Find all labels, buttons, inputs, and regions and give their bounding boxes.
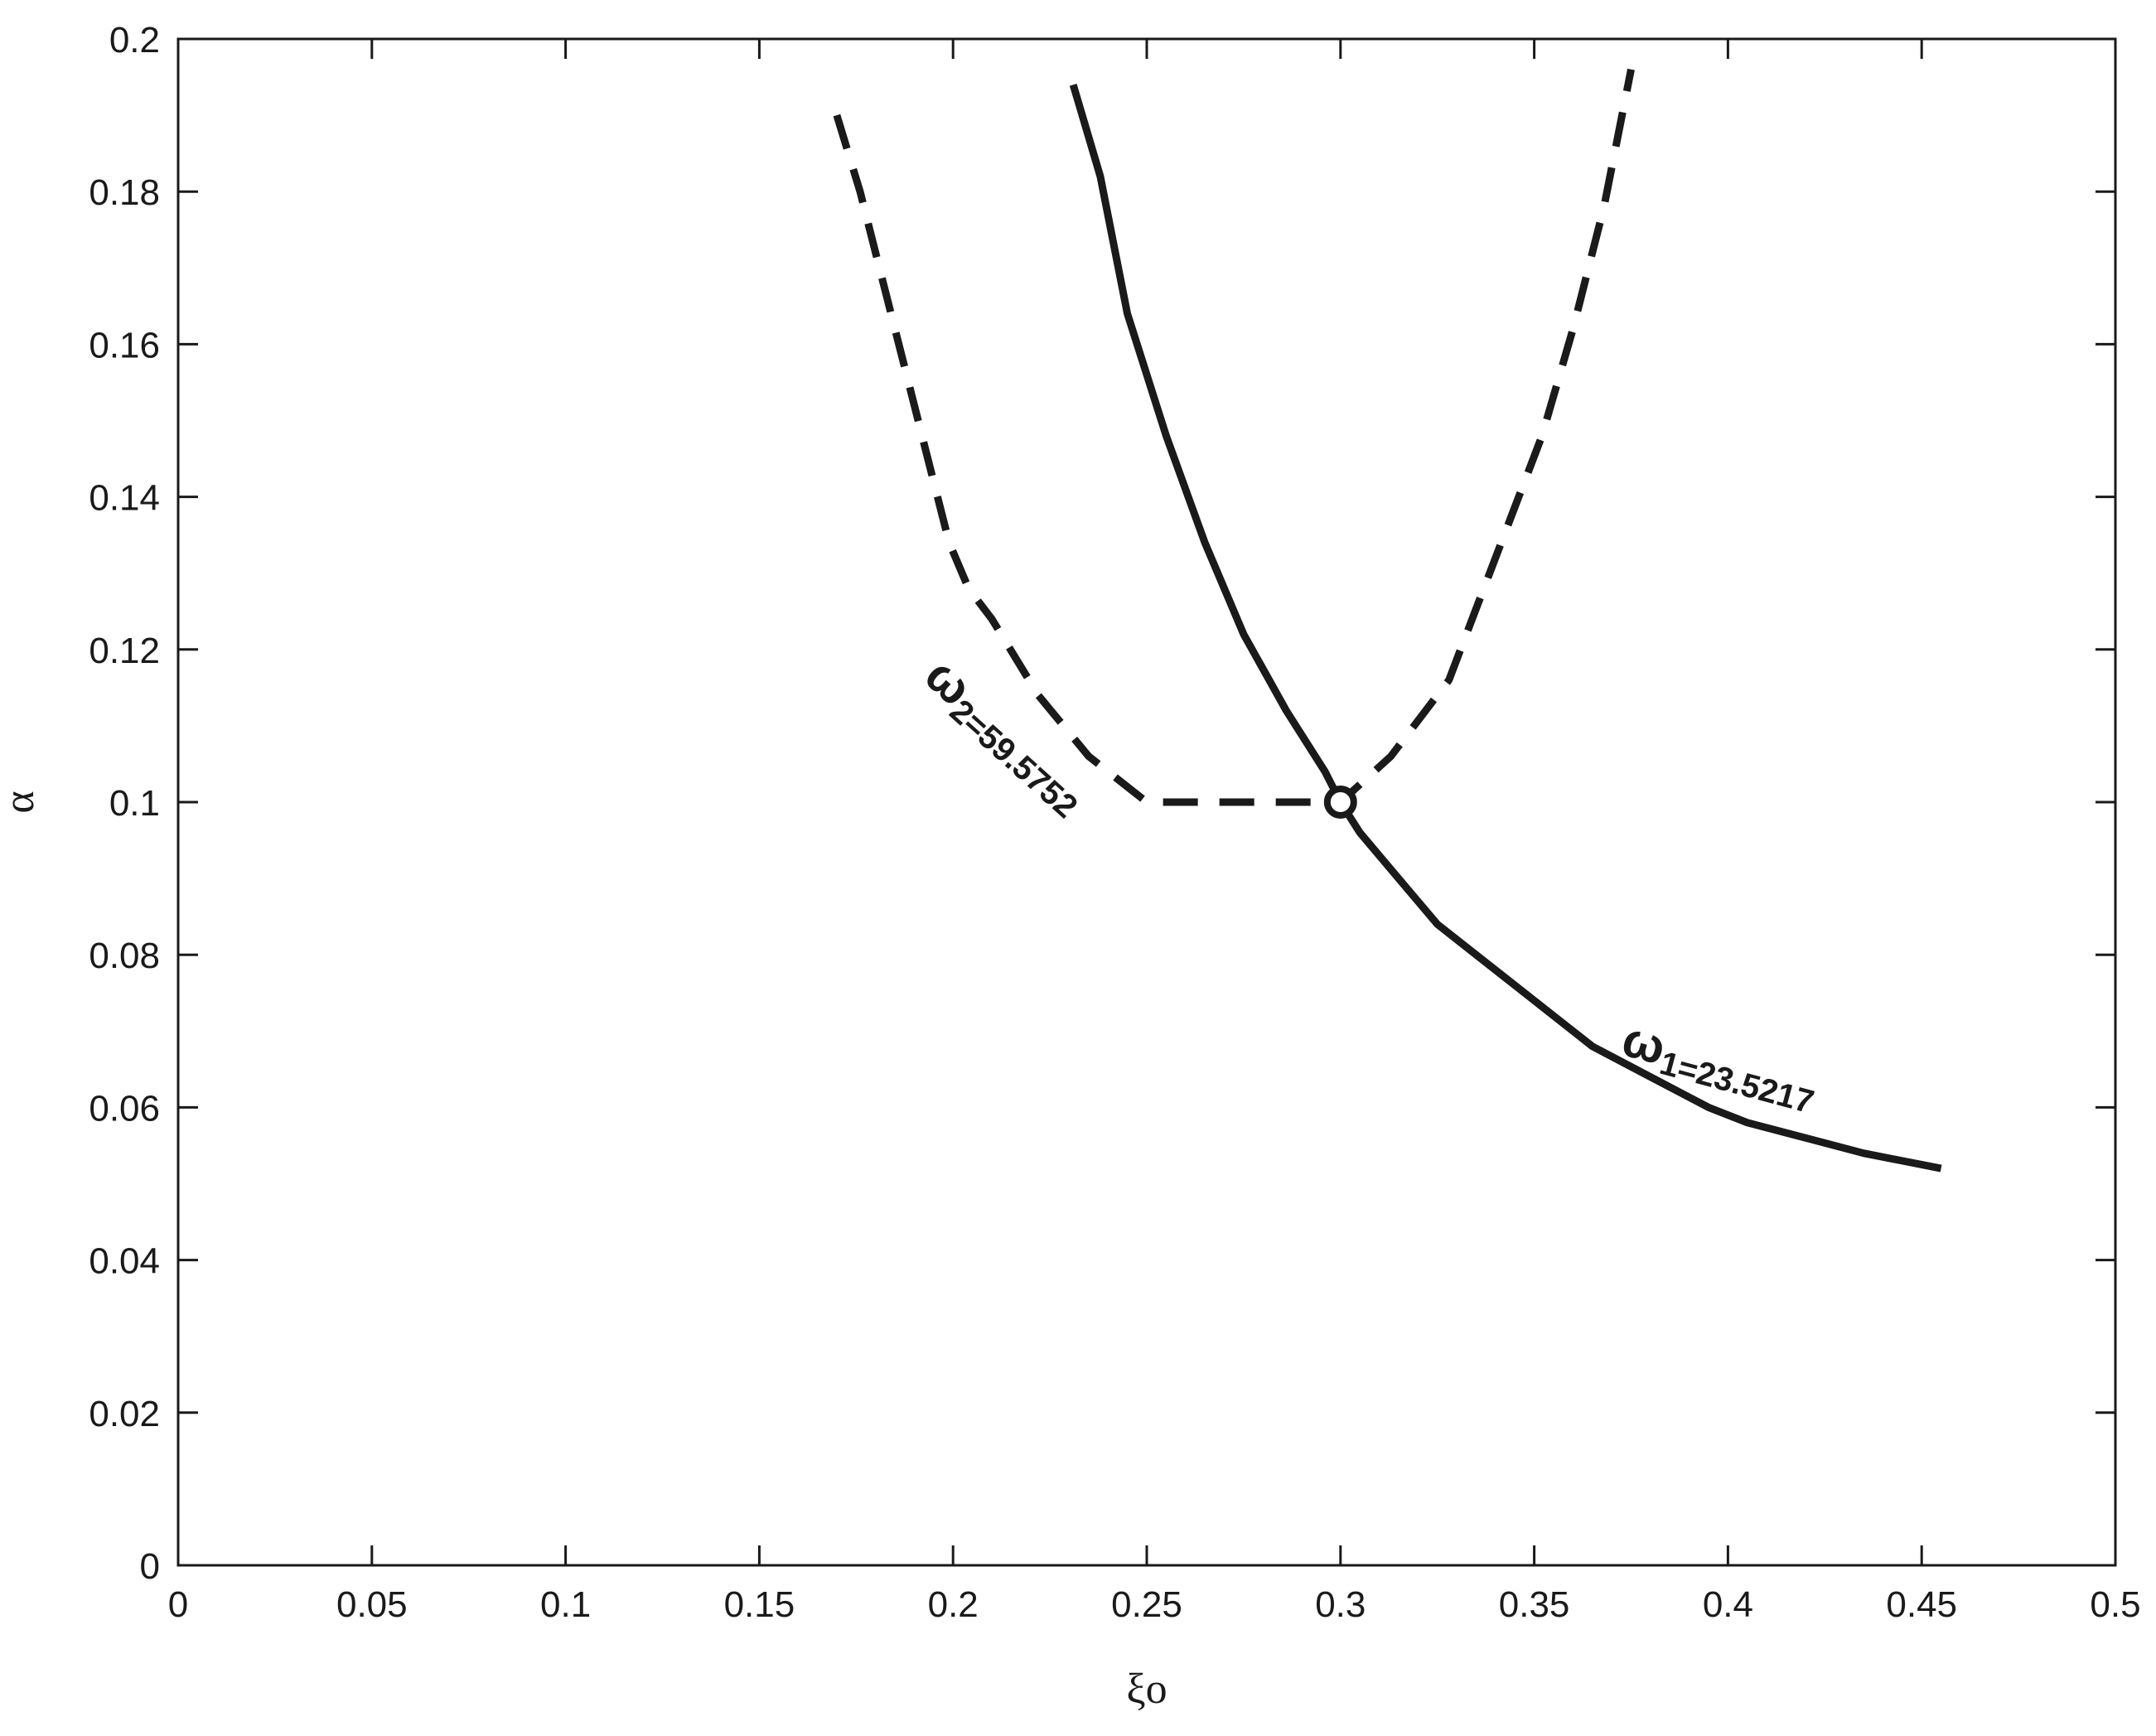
x-tick-label: 0.3 bbox=[1315, 1584, 1366, 1625]
x-tick-label: 0.45 bbox=[1886, 1584, 1957, 1625]
x-tick-label: 0.35 bbox=[1499, 1584, 1570, 1625]
x-axis-ticks: 0 0.05 0.1 0.15 0.2 0.25 0.3 0.35 0.4 0.45 0.5 bbox=[168, 39, 2141, 1625]
x-tick-label: 0 bbox=[168, 1584, 188, 1625]
y-tick-label: 0.14 bbox=[89, 478, 160, 519]
x-tick-label: 0.2 bbox=[928, 1584, 979, 1625]
x-tick-label: 0.15 bbox=[724, 1584, 795, 1625]
x-tick-label: 0.1 bbox=[540, 1584, 591, 1625]
series-group bbox=[833, 68, 1942, 1173]
x-tick-label: 0.25 bbox=[1111, 1584, 1182, 1625]
y-tick-label: 0.12 bbox=[89, 631, 160, 671]
y-tick-label: 0 bbox=[140, 1546, 160, 1587]
intersection-marker bbox=[1323, 786, 1357, 819]
series-line-solid bbox=[1069, 84, 1942, 1173]
y-tick-label: 0.04 bbox=[89, 1241, 160, 1282]
x-tick-label: 0.05 bbox=[336, 1584, 408, 1625]
y-tick-label: 0.06 bbox=[89, 1088, 160, 1129]
series-line-dashed bbox=[833, 68, 1635, 806]
y-axis-label: α bbox=[0, 791, 43, 813]
y-tick-label: 0.08 bbox=[89, 936, 160, 976]
y-tick-label: 0.2 bbox=[109, 20, 160, 60]
y-tick-label: 0.18 bbox=[89, 172, 160, 213]
y-tick-label: 0.16 bbox=[89, 325, 160, 365]
x-axis-label: ξo bbox=[1126, 1666, 1167, 1713]
y-axis-ticks: 0 0.02 0.04 0.06 0.08 0.1 0.12 0.14 0.16 0.18 0.2 bbox=[89, 20, 2115, 1587]
x-tick-label: 0.5 bbox=[2090, 1584, 2140, 1625]
x-tick-label: 0.4 bbox=[1703, 1584, 1753, 1625]
y-tick-label: 0.1 bbox=[109, 783, 160, 824]
y-tick-label: 0.02 bbox=[89, 1394, 160, 1434]
